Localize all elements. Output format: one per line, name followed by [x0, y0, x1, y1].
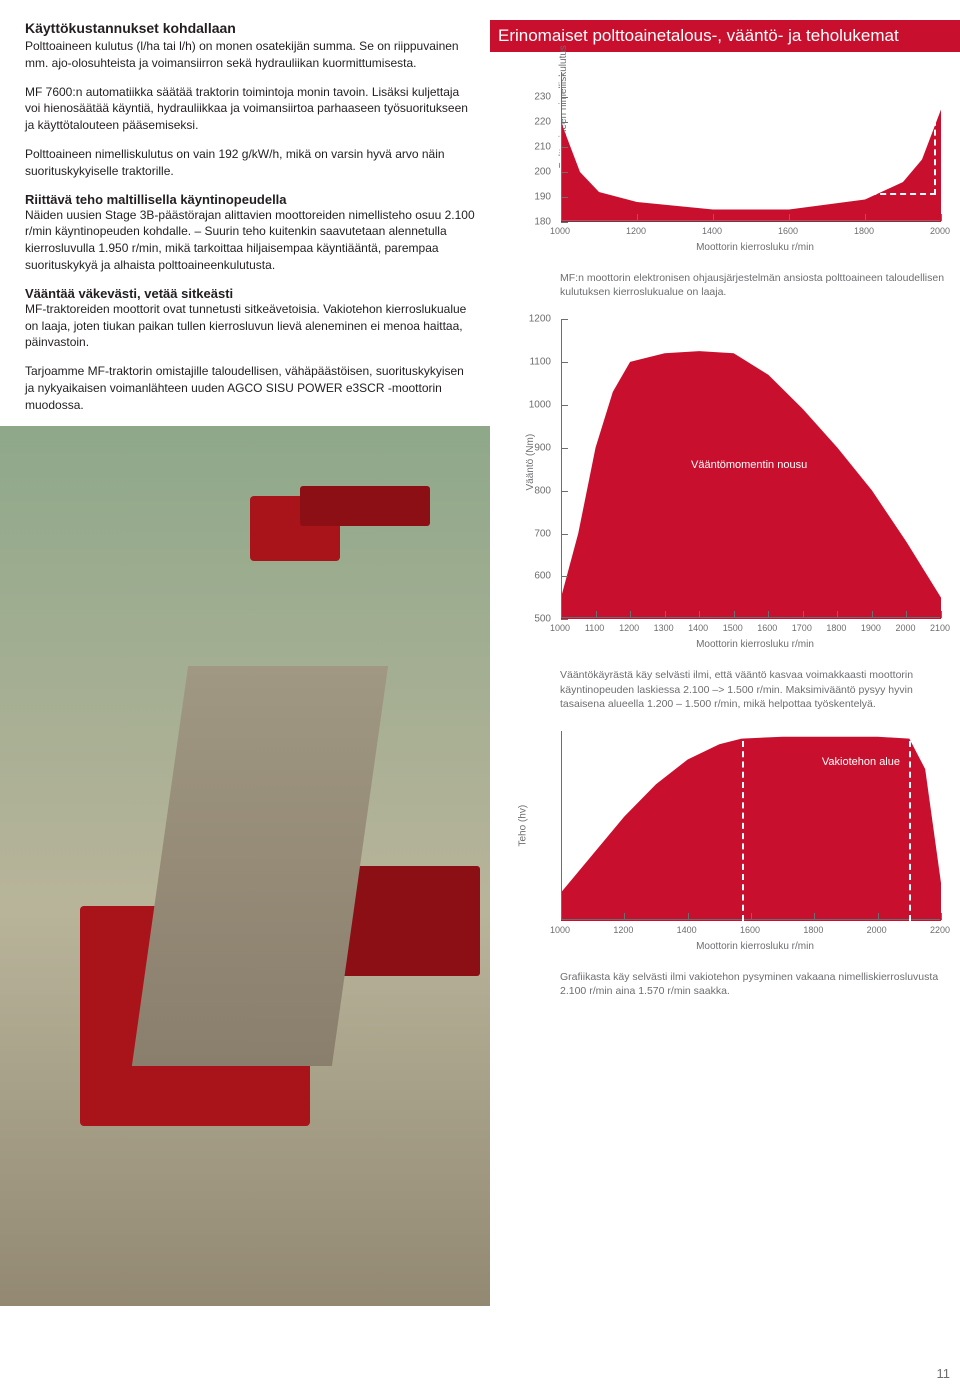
- chart-annotation: Vakiotehon alue: [822, 756, 900, 768]
- y-tick-label: 210: [534, 142, 551, 153]
- x-tick-label: 1600: [757, 623, 777, 633]
- heading-torque: Vääntää väkevästi, vetää sitkeästi: [25, 286, 475, 301]
- x-tick-label: 2000: [895, 623, 915, 633]
- x-tick-label: 1100: [585, 623, 604, 633]
- x-tick-label: 1600: [778, 226, 798, 236]
- power-chart: Teho (hv) Vakiotehon alue 10001200140016…: [560, 731, 950, 952]
- chart-caption: Grafiikasta käy selvästi ilmi vakiotehon…: [560, 970, 950, 998]
- paragraph: MF-traktoreiden moottorit ovat tunnetust…: [25, 301, 475, 351]
- paragraph: Polttoaineen kulutus (l/ha tai l/h) on m…: [25, 38, 475, 72]
- x-axis-label: Moottorin kierrosluku r/min: [560, 242, 950, 253]
- y-tick-label: 600: [534, 571, 551, 582]
- x-tick-label: 1900: [861, 623, 881, 633]
- x-tick-label: 1300: [654, 623, 674, 633]
- x-tick-label: 1800: [803, 925, 823, 935]
- chart-caption: MF:n moottorin elektronisen ohjausjärjes…: [560, 271, 950, 299]
- paragraph: MF 7600:n automatiikka säätää traktorin …: [25, 84, 475, 134]
- x-axis-label: Moottorin kierrosluku r/min: [560, 941, 950, 952]
- x-tick-label: 1000: [550, 226, 570, 236]
- y-tick-label: 190: [534, 192, 551, 203]
- y-tick-label: 500: [534, 614, 551, 625]
- fuel-economy-chart: Polttoaineen nimelliskulutus 18019020021…: [560, 72, 950, 253]
- paragraph: Tarjoamme MF-traktorin omistajille talou…: [25, 363, 475, 413]
- y-tick-label: 230: [534, 92, 551, 103]
- y-tick-label: 180: [534, 217, 551, 228]
- y-axis-label: Teho (hv): [517, 805, 528, 847]
- page-number: 11: [937, 1366, 951, 1381]
- heading-power: Riittävä teho maltillisella käyntinopeud…: [25, 192, 475, 207]
- x-tick-label: 1800: [826, 623, 846, 633]
- y-tick-label: 1000: [529, 400, 551, 411]
- x-tick-label: 1000: [550, 623, 570, 633]
- chart-annotation: Vääntömomentin nousu: [691, 459, 807, 471]
- x-tick-label: 2000: [930, 226, 950, 236]
- y-tick-label: 1100: [529, 357, 551, 368]
- x-tick-label: 1700: [792, 623, 812, 633]
- x-tick-label: 2100: [930, 623, 950, 633]
- paragraph: Näiden uusien Stage 3B-päästörajan alitt…: [25, 207, 475, 274]
- x-tick-label: 1200: [619, 623, 639, 633]
- y-tick-label: 700: [534, 528, 551, 539]
- y-tick-label: 1200: [529, 314, 551, 325]
- y-tick-label: 900: [534, 442, 551, 453]
- y-tick-label: 200: [534, 167, 551, 178]
- x-tick-label: 1200: [613, 925, 633, 935]
- chart-caption: Vääntökäyrästä käy selvästi ilmi, että v…: [560, 668, 950, 711]
- x-tick-label: 1600: [740, 925, 760, 935]
- x-tick-label: 1000: [550, 925, 570, 935]
- y-tick-label: 800: [534, 485, 551, 496]
- heading-cost: Käyttökustannukset kohdallaan: [25, 20, 475, 36]
- x-tick-label: 1400: [688, 623, 708, 633]
- x-tick-label: 1400: [702, 226, 722, 236]
- paragraph: Polttoaineen nimelliskulutus on vain 192…: [25, 146, 475, 180]
- x-tick-label: 1500: [723, 623, 743, 633]
- x-axis-label: Moottorin kierrosluku r/min: [560, 639, 950, 650]
- x-tick-label: 2000: [867, 925, 887, 935]
- tractor-photo: [0, 426, 490, 1306]
- x-tick-label: 1400: [677, 925, 697, 935]
- x-tick-label: 2200: [930, 925, 950, 935]
- torque-chart: Vääntö (Nm) 500600700800900100011001200V…: [560, 319, 950, 650]
- y-tick-label: 220: [534, 117, 551, 128]
- x-tick-label: 1800: [854, 226, 874, 236]
- x-tick-label: 1200: [626, 226, 646, 236]
